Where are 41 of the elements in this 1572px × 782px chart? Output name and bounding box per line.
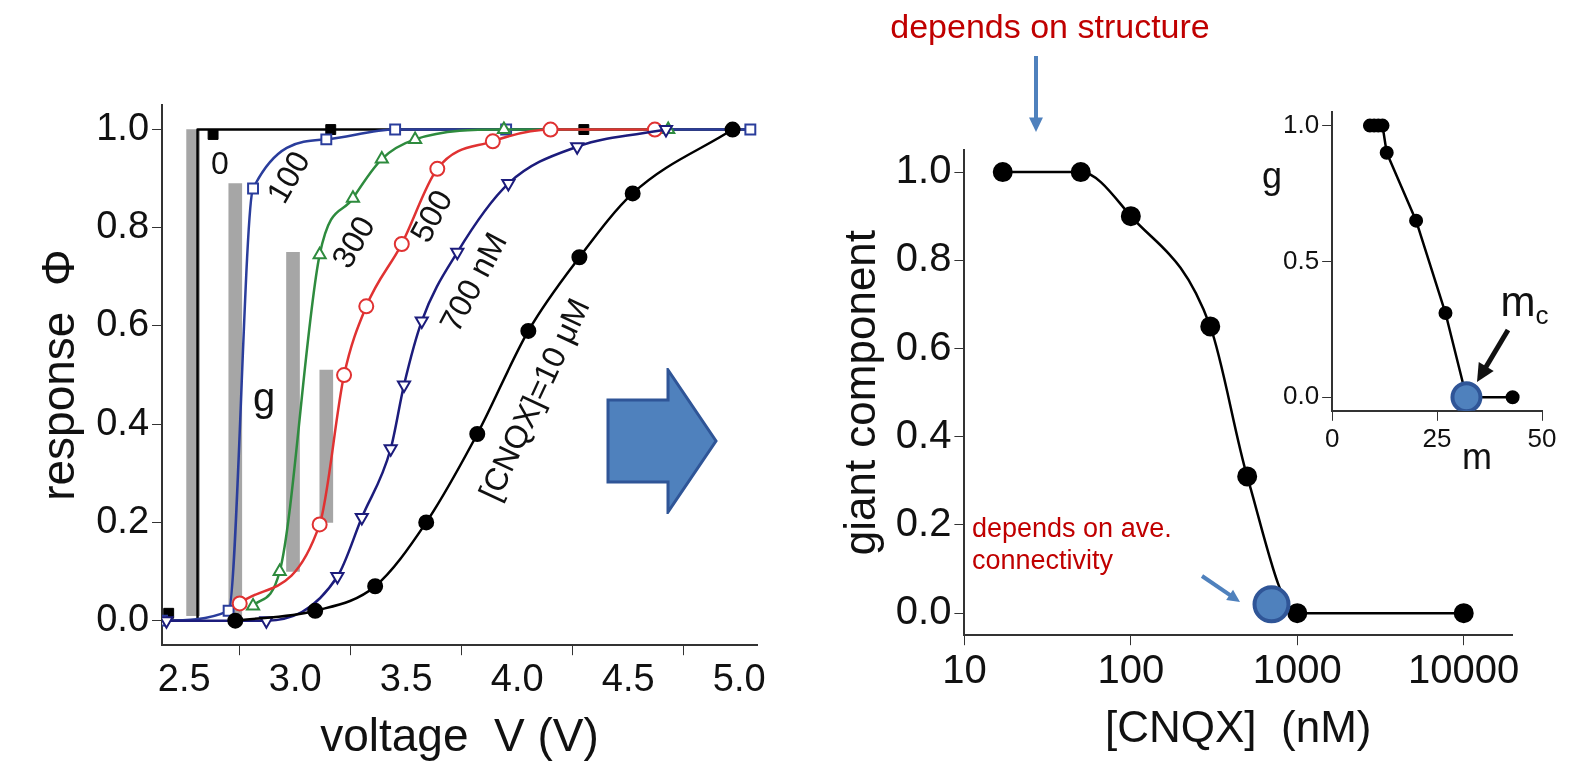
y-tick-label: 0.4 <box>895 411 952 456</box>
y-tick-label: 0.0 <box>895 588 952 633</box>
y-tick-label: 0.5 <box>1282 244 1320 275</box>
y-tick-label: 0.8 <box>96 204 150 247</box>
x-tick-label: 4.5 <box>601 657 655 700</box>
y-tick-label: 0.4 <box>96 400 150 443</box>
y-tick-label: 1.0 <box>96 106 150 149</box>
text: depends on structure <box>889 6 1211 46</box>
x-tick-label: 1000 <box>1252 647 1342 692</box>
x-tick-label: 3.5 <box>379 657 433 700</box>
annotation: depends on ave. connectivity <box>972 512 1173 576</box>
annotation: 500 <box>402 183 460 248</box>
y-tick-label: 0.8 <box>895 235 952 280</box>
annotation: 0 <box>211 144 229 181</box>
y-tick-label: 0.2 <box>895 499 952 544</box>
y-axis-title: response Φ <box>32 249 85 501</box>
y-tick-label: 0.2 <box>96 498 150 541</box>
x-tick-label: 25 <box>1422 422 1452 453</box>
y-tick-label: 0.6 <box>895 323 952 368</box>
y-axis-title: giant component <box>834 229 884 556</box>
y-tick-label: 0.0 <box>1282 380 1320 411</box>
y-tick-label: 1.0 <box>895 147 952 192</box>
annotation: g <box>252 375 276 420</box>
x-tick-label: 50 <box>1527 422 1557 453</box>
x-tick-label: 0 <box>1324 422 1340 453</box>
annotation: 100 <box>259 144 318 210</box>
x-axis-title: m <box>1462 435 1493 477</box>
x-tick-label: 3.0 <box>268 657 322 700</box>
x-tick-label: 10000 <box>1408 647 1520 692</box>
x-tick-label: 100 <box>1097 647 1165 692</box>
x-tick-label: 4.0 <box>490 657 544 700</box>
y-tick-label: 0.0 <box>96 597 150 640</box>
x-axis-title: voltage V (V) <box>320 709 599 762</box>
y-tick-label: 1.0 <box>1282 108 1320 139</box>
annotation: 300 <box>324 209 383 275</box>
y-tick-label: 0.6 <box>96 302 150 345</box>
x-tick-label: 5.0 <box>712 657 766 700</box>
x-tick-label: 2.5 <box>157 657 211 700</box>
y-axis-title: g <box>1262 154 1283 196</box>
x-axis-title: [CNQX] (nM) <box>1104 701 1372 751</box>
x-tick-label: 10 <box>942 647 987 692</box>
